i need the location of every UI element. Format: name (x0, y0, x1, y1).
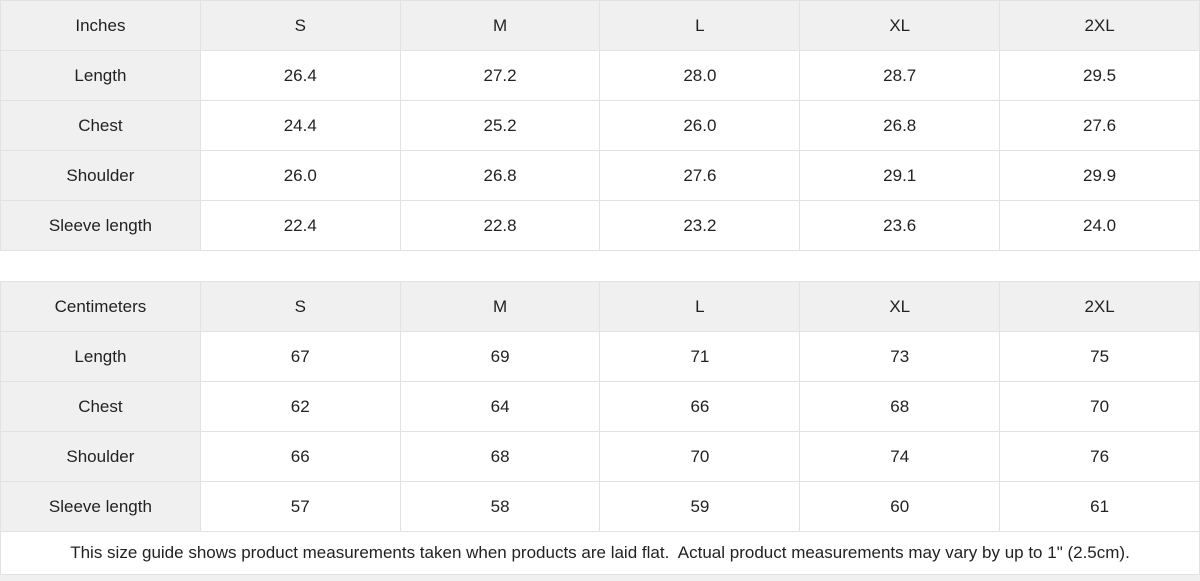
value-cell: 70 (999, 381, 1200, 432)
value-cell: 24.4 (199, 100, 401, 151)
value-cell: 26.0 (199, 150, 401, 201)
size-header-cell-l: L (599, 0, 801, 51)
table-row-length: Length 26.4 27.2 28.0 28.7 29.5 (0, 50, 1200, 101)
value-cell: 67 (199, 331, 401, 382)
measure-label-cell: Sleeve length (0, 481, 201, 532)
measure-label-cell: Chest (0, 381, 201, 432)
size-header-cell-l: L (599, 281, 801, 332)
value-cell: 27.6 (999, 100, 1200, 151)
value-cell: 22.4 (199, 200, 401, 251)
table-row-shoulder: Shoulder 26.0 26.8 27.6 29.1 29.9 (0, 150, 1200, 201)
value-cell: 28.0 (599, 50, 801, 101)
inches-size-table: Inches S M L XL 2XL Length 26.4 27.2 28.… (0, 0, 1200, 251)
value-cell: 23.6 (799, 200, 1001, 251)
table-row-chest: Chest 24.4 25.2 26.0 26.8 27.6 (0, 100, 1200, 151)
size-header-cell-xl: XL (799, 0, 1001, 51)
value-cell: 26.4 (199, 50, 401, 101)
table-gap (0, 251, 1200, 281)
value-cell: 22.8 (399, 200, 601, 251)
table-row-length: Length 67 69 71 73 75 (0, 331, 1200, 382)
value-cell: 24.0 (999, 200, 1200, 251)
value-cell: 29.1 (799, 150, 1001, 201)
value-cell: 28.7 (799, 50, 1001, 101)
value-cell: 60 (799, 481, 1001, 532)
table-row-sleeve-length: Sleeve length 57 58 59 60 61 (0, 481, 1200, 532)
bottom-strip (0, 575, 1200, 581)
value-cell: 58 (399, 481, 601, 532)
inches-header-row: Inches S M L XL 2XL (0, 0, 1200, 51)
value-cell: 26.0 (599, 100, 801, 151)
value-cell: 62 (199, 381, 401, 432)
measure-label-cell: Chest (0, 100, 201, 151)
size-header-cell-2xl: 2XL (999, 281, 1200, 332)
centimeters-size-table: Centimeters S M L XL 2XL Length 67 69 71… (0, 281, 1200, 532)
value-cell: 29.9 (999, 150, 1200, 201)
table-row-chest: Chest 62 64 66 68 70 (0, 381, 1200, 432)
value-cell: 75 (999, 331, 1200, 382)
measure-label-cell: Length (0, 331, 201, 382)
unit-header-cell: Centimeters (0, 281, 201, 332)
value-cell: 66 (599, 381, 801, 432)
value-cell: 27.2 (399, 50, 601, 101)
value-cell: 57 (199, 481, 401, 532)
value-cell: 23.2 (599, 200, 801, 251)
value-cell: 26.8 (799, 100, 1001, 151)
centimeters-header-row: Centimeters S M L XL 2XL (0, 281, 1200, 332)
table-row-shoulder: Shoulder 66 68 70 74 76 (0, 431, 1200, 482)
measure-label-cell: Sleeve length (0, 200, 201, 251)
value-cell: 70 (599, 431, 801, 482)
size-header-cell-m: M (399, 0, 601, 51)
value-cell: 59 (599, 481, 801, 532)
size-header-cell-s: S (199, 281, 401, 332)
value-cell: 74 (799, 431, 1001, 482)
size-header-cell-m: M (399, 281, 601, 332)
size-header-cell-2xl: 2XL (999, 0, 1200, 51)
value-cell: 64 (399, 381, 601, 432)
value-cell: 26.8 (399, 150, 601, 201)
size-header-cell-xl: XL (799, 281, 1001, 332)
value-cell: 69 (399, 331, 601, 382)
measure-label-cell: Shoulder (0, 150, 201, 201)
value-cell: 27.6 (599, 150, 801, 201)
value-cell: 25.2 (399, 100, 601, 151)
value-cell: 29.5 (999, 50, 1200, 101)
size-header-cell-s: S (199, 0, 401, 51)
value-cell: 71 (599, 331, 801, 382)
measure-label-cell: Shoulder (0, 431, 201, 482)
value-cell: 76 (999, 431, 1200, 482)
unit-header-cell: Inches (0, 0, 201, 51)
size-guide-disclaimer: This size guide shows product measuremen… (0, 532, 1200, 575)
value-cell: 73 (799, 331, 1001, 382)
value-cell: 66 (199, 431, 401, 482)
measure-label-cell: Length (0, 50, 201, 101)
table-row-sleeve-length: Sleeve length 22.4 22.8 23.2 23.6 24.0 (0, 200, 1200, 251)
value-cell: 68 (799, 381, 1001, 432)
value-cell: 61 (999, 481, 1200, 532)
value-cell: 68 (399, 431, 601, 482)
